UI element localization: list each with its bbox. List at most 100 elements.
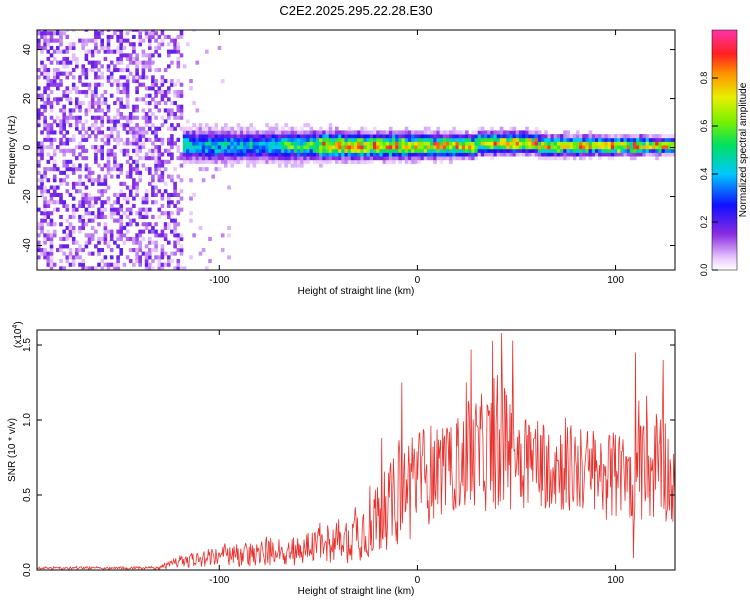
heatmap-cell bbox=[109, 82, 114, 87]
heatmap-cell bbox=[37, 163, 41, 168]
heatmap-cell bbox=[195, 156, 200, 161]
heatmap-cell bbox=[290, 148, 295, 153]
heatmap-cell bbox=[297, 156, 301, 161]
heatmap-cell bbox=[148, 229, 152, 234]
heatmap-cell bbox=[214, 137, 219, 142]
heatmap-cell bbox=[49, 248, 54, 253]
heatmap-cell bbox=[648, 148, 653, 153]
heatmap-cell bbox=[144, 101, 149, 106]
heatmap-cell bbox=[132, 141, 136, 146]
heatmap-cell bbox=[534, 137, 539, 142]
heatmap-cell bbox=[144, 31, 149, 36]
heatmap-cell bbox=[300, 141, 304, 146]
heatmap-cell bbox=[132, 134, 136, 139]
heatmap-cell bbox=[455, 152, 460, 157]
heatmap-cell bbox=[116, 259, 120, 264]
heatmap-cell bbox=[173, 38, 177, 43]
heatmap-cell bbox=[626, 141, 631, 146]
heatmap-cell bbox=[135, 145, 139, 150]
heatmap-cell bbox=[515, 141, 520, 146]
heatmap-cell bbox=[617, 148, 621, 153]
heatmap-cell bbox=[122, 123, 127, 128]
heatmap-cell bbox=[138, 255, 142, 260]
heatmap-cell bbox=[68, 251, 73, 256]
heatmap-cell bbox=[49, 34, 54, 39]
heatmap-cell bbox=[579, 152, 583, 157]
heatmap-cell bbox=[46, 222, 51, 227]
heatmap-cell bbox=[163, 233, 168, 238]
heatmap-cell bbox=[553, 141, 558, 146]
heatmap-cell bbox=[312, 130, 317, 135]
heatmap-cell bbox=[43, 251, 47, 256]
heatmap-cell bbox=[220, 130, 225, 135]
heatmap-cell bbox=[100, 189, 104, 194]
heatmap-cell bbox=[208, 156, 212, 161]
heatmap-cell bbox=[141, 130, 146, 135]
heatmap-cell bbox=[585, 152, 589, 157]
heatmap-cell bbox=[588, 137, 593, 142]
heatmap-cell bbox=[201, 148, 206, 153]
heatmap-cell bbox=[148, 115, 152, 120]
heatmap-cell bbox=[135, 30, 139, 32]
heatmap-cell bbox=[141, 60, 146, 65]
heatmap-cell bbox=[116, 45, 120, 50]
heatmap-cell bbox=[217, 45, 222, 50]
heatmap-cell bbox=[119, 104, 123, 109]
heatmap-cell bbox=[81, 222, 85, 227]
heatmap-cell bbox=[144, 156, 149, 161]
heatmap-cell bbox=[449, 156, 453, 161]
heatmap-cell bbox=[407, 152, 412, 157]
heatmap-cell bbox=[316, 156, 320, 161]
heatmap-cell bbox=[100, 75, 104, 80]
heatmap-cell bbox=[426, 145, 431, 150]
heatmap-cell bbox=[306, 141, 311, 146]
heatmap-cell bbox=[97, 31, 101, 36]
heatmap-cell bbox=[59, 31, 63, 36]
heatmap-cell bbox=[148, 240, 152, 245]
heatmap-cell bbox=[198, 134, 203, 139]
heatmap-cell bbox=[572, 141, 577, 146]
heatmap-cell bbox=[208, 126, 212, 131]
heatmap-cell bbox=[37, 141, 41, 146]
heatmap-cell bbox=[477, 141, 482, 146]
heatmap-cell bbox=[354, 134, 358, 139]
heatmap-cell bbox=[167, 222, 171, 227]
heatmap-cell bbox=[94, 49, 98, 54]
heatmap-cell bbox=[84, 53, 89, 58]
heatmap-cell bbox=[135, 60, 139, 65]
heatmap-cell bbox=[655, 134, 659, 139]
heatmap-cell bbox=[582, 145, 586, 150]
heatmap-cell bbox=[376, 148, 380, 153]
heatmap-cell bbox=[423, 134, 428, 139]
heatmap-cell bbox=[113, 218, 117, 223]
heatmap-cell bbox=[132, 196, 136, 201]
heatmap-cell bbox=[125, 137, 130, 142]
heatmap-cell bbox=[522, 137, 526, 142]
heatmap-cell bbox=[109, 214, 114, 219]
heatmap-cell bbox=[49, 255, 54, 260]
heatmap-cell bbox=[369, 134, 374, 139]
heatmap-cell bbox=[138, 34, 142, 39]
heatmap-cell bbox=[331, 130, 336, 135]
heatmap-cell bbox=[144, 60, 149, 65]
heatmap-cell bbox=[192, 152, 196, 157]
heatmap-cell bbox=[135, 104, 139, 109]
heatmap-cell bbox=[56, 167, 60, 172]
heatmap-cell bbox=[148, 45, 152, 50]
heatmap-cell bbox=[90, 170, 95, 175]
heatmap-cell bbox=[97, 248, 101, 253]
heatmap-cell bbox=[122, 53, 127, 58]
heatmap-x-tick-label: 100 bbox=[607, 275, 624, 286]
heatmap-cell bbox=[541, 134, 545, 139]
heatmap-cell bbox=[43, 170, 47, 175]
heatmap-cell bbox=[173, 229, 177, 234]
heatmap-cell bbox=[246, 137, 250, 142]
heatmap-cell bbox=[113, 240, 117, 245]
heatmap-cell bbox=[106, 108, 111, 113]
heatmap-cell bbox=[106, 152, 111, 157]
heatmap-cell bbox=[119, 207, 123, 212]
heatmap-cell bbox=[179, 126, 184, 131]
heatmap-cell bbox=[537, 156, 542, 161]
heatmap-cell bbox=[144, 152, 149, 157]
heatmap-cell bbox=[211, 126, 215, 131]
